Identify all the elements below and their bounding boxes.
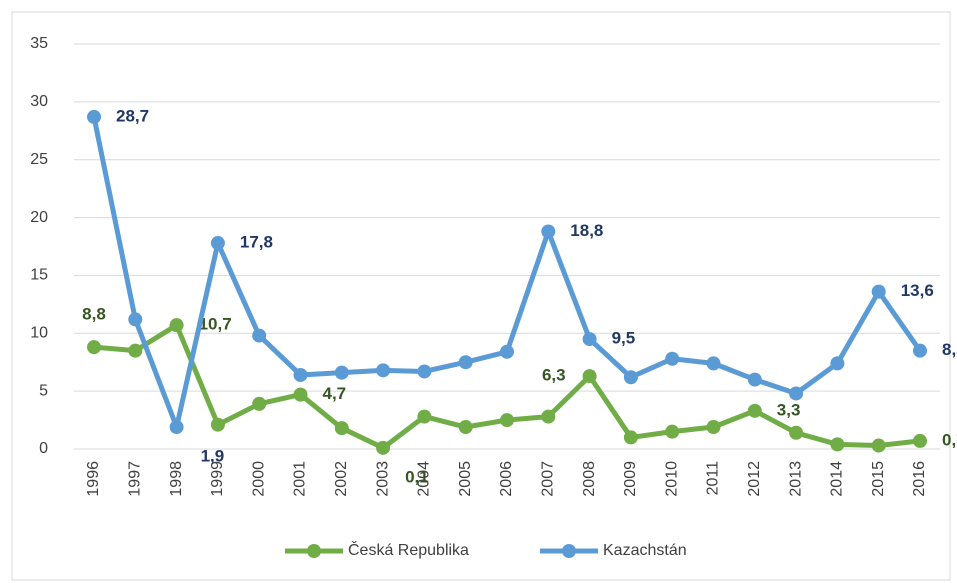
data-label: 3,3 bbox=[777, 400, 801, 419]
x-tick-label: 2000 bbox=[250, 461, 267, 497]
data-label: 0,1 bbox=[405, 467, 429, 486]
x-tick-label: 2004 bbox=[416, 461, 433, 497]
legend-marker bbox=[307, 544, 321, 558]
x-tick-label: 2011 bbox=[705, 461, 722, 496]
x-tick-label: 1999 bbox=[209, 461, 226, 497]
data-point bbox=[376, 363, 391, 378]
data-label: 6,3 bbox=[542, 366, 566, 385]
data-point bbox=[376, 440, 391, 455]
y-tick-label: 5 bbox=[39, 382, 48, 399]
data-point bbox=[87, 109, 101, 124]
data-point bbox=[128, 312, 143, 327]
data-point bbox=[541, 224, 556, 239]
legend-marker bbox=[562, 544, 576, 558]
x-tick-label: 2007 bbox=[540, 461, 557, 497]
x-tick-label: 2006 bbox=[498, 461, 515, 497]
data-point bbox=[458, 420, 473, 435]
data-point bbox=[169, 318, 184, 333]
data-label: 0,7 bbox=[942, 430, 957, 449]
data-point bbox=[665, 424, 680, 439]
data-point bbox=[293, 367, 308, 382]
data-point bbox=[87, 340, 101, 355]
data-point bbox=[500, 413, 514, 428]
data-point bbox=[706, 420, 721, 435]
data-point bbox=[706, 356, 721, 371]
y-tick-label: 0 bbox=[39, 440, 48, 457]
data-point bbox=[334, 365, 349, 380]
data-point bbox=[623, 370, 638, 385]
data-point bbox=[541, 409, 556, 424]
data-point bbox=[252, 328, 267, 343]
data-point bbox=[913, 343, 927, 358]
data-point bbox=[210, 417, 225, 432]
data-label: 4,7 bbox=[323, 384, 347, 403]
x-tick-label: 2005 bbox=[457, 461, 474, 497]
x-tick-label: 2009 bbox=[622, 461, 639, 497]
y-tick-label: 35 bbox=[30, 35, 48, 52]
data-point bbox=[747, 403, 762, 418]
y-tick-label: 25 bbox=[30, 151, 48, 168]
legend-label: Česká Republika bbox=[348, 540, 469, 559]
data-label: 17,8 bbox=[240, 233, 273, 252]
data-point bbox=[830, 437, 845, 452]
data-label: 18,8 bbox=[570, 221, 603, 240]
legend-label: Kazachstán bbox=[603, 542, 687, 559]
data-label: 8,8 bbox=[82, 305, 106, 324]
data-point bbox=[582, 332, 597, 347]
data-point bbox=[334, 421, 349, 436]
data-label: 9,5 bbox=[612, 329, 636, 348]
data-point bbox=[665, 351, 680, 366]
data-point bbox=[128, 343, 143, 358]
data-point bbox=[747, 372, 762, 387]
data-point bbox=[582, 369, 597, 384]
data-point bbox=[293, 387, 308, 402]
x-tick-label: 1996 bbox=[85, 461, 102, 497]
x-tick-label: 2003 bbox=[374, 461, 391, 497]
chart-frame bbox=[11, 11, 951, 581]
data-point bbox=[417, 364, 432, 379]
x-tick-label: 2016 bbox=[911, 461, 928, 497]
x-tick-label: 2013 bbox=[787, 461, 804, 497]
x-tick-label: 2002 bbox=[333, 461, 350, 497]
data-point bbox=[210, 236, 225, 251]
data-point bbox=[871, 284, 886, 299]
data-label: 8,5 bbox=[942, 340, 957, 359]
data-point bbox=[458, 355, 473, 370]
data-point bbox=[169, 420, 184, 435]
data-label: 1,9 bbox=[201, 446, 225, 465]
data-label: 13,6 bbox=[901, 281, 934, 300]
data-point bbox=[252, 396, 267, 411]
data-point bbox=[789, 386, 804, 401]
data-label: 10,7 bbox=[199, 315, 232, 334]
x-tick-label: 2015 bbox=[870, 461, 887, 497]
data-label: 28,7 bbox=[116, 106, 149, 125]
data-point bbox=[913, 433, 927, 448]
x-tick-label: 1998 bbox=[168, 461, 185, 497]
data-point bbox=[871, 438, 886, 453]
y-tick-label: 15 bbox=[30, 267, 48, 284]
data-point bbox=[417, 409, 432, 424]
x-tick-label: 2010 bbox=[663, 461, 680, 497]
x-tick-label: 2001 bbox=[292, 461, 309, 497]
y-tick-label: 10 bbox=[30, 325, 48, 342]
y-tick-label: 30 bbox=[30, 93, 48, 110]
data-point bbox=[830, 356, 845, 371]
x-tick-label: 2008 bbox=[581, 461, 598, 497]
data-point bbox=[500, 344, 514, 359]
x-tick-label: 2012 bbox=[746, 461, 763, 497]
data-point bbox=[789, 425, 804, 440]
data-point bbox=[623, 430, 638, 445]
x-tick-label: 1997 bbox=[127, 461, 144, 497]
y-tick-label: 20 bbox=[30, 209, 48, 226]
x-tick-label: 2014 bbox=[829, 461, 846, 497]
